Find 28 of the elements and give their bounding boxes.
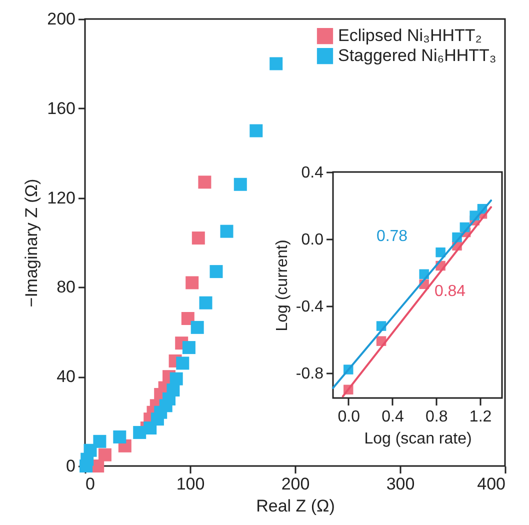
- y-tick-label: -0.8: [296, 365, 324, 382]
- y-tick-label: 200: [47, 10, 76, 28]
- x-tick-label: 1.2: [469, 408, 492, 426]
- y-tick-label: 40: [56, 367, 76, 386]
- legend-label: Eclipsed Ni₃HHTT₂: [338, 26, 482, 45]
- x-tick-label: 0.0: [338, 408, 360, 426]
- y-tick-label: 120: [47, 188, 76, 208]
- y-axis-title: Log (current): [274, 240, 291, 332]
- annotation: 0.84: [434, 283, 466, 300]
- point: [436, 247, 446, 258]
- x-tick-label: 100: [176, 474, 205, 494]
- y-tick-label: 0: [66, 456, 76, 476]
- x-tick-label: 0.4: [382, 408, 404, 426]
- x-axis-title: Real Z (Ω): [256, 496, 335, 516]
- legend-label: Staggered Ni₆HHTT₃: [338, 46, 496, 65]
- x-tick-label: 0.8: [426, 408, 448, 426]
- x-tick-label: 400: [477, 474, 506, 494]
- y-axis-title: −Imaginary Z (Ω): [22, 178, 42, 308]
- y-tick-label: -0.4: [296, 298, 324, 316]
- annotation: 0.78: [376, 228, 408, 245]
- y-tick-label: 0.4: [301, 164, 324, 182]
- x-axis-title: Log (scan rate): [364, 430, 472, 448]
- x-tick-label: 300: [386, 474, 415, 494]
- y-tick-label: 160: [47, 98, 76, 118]
- y-tick-label: 0.0: [301, 231, 324, 248]
- x-tick-label: 0: [86, 474, 95, 494]
- y-tick-label: 80: [56, 278, 76, 297]
- x-tick-label: 200: [281, 474, 310, 494]
